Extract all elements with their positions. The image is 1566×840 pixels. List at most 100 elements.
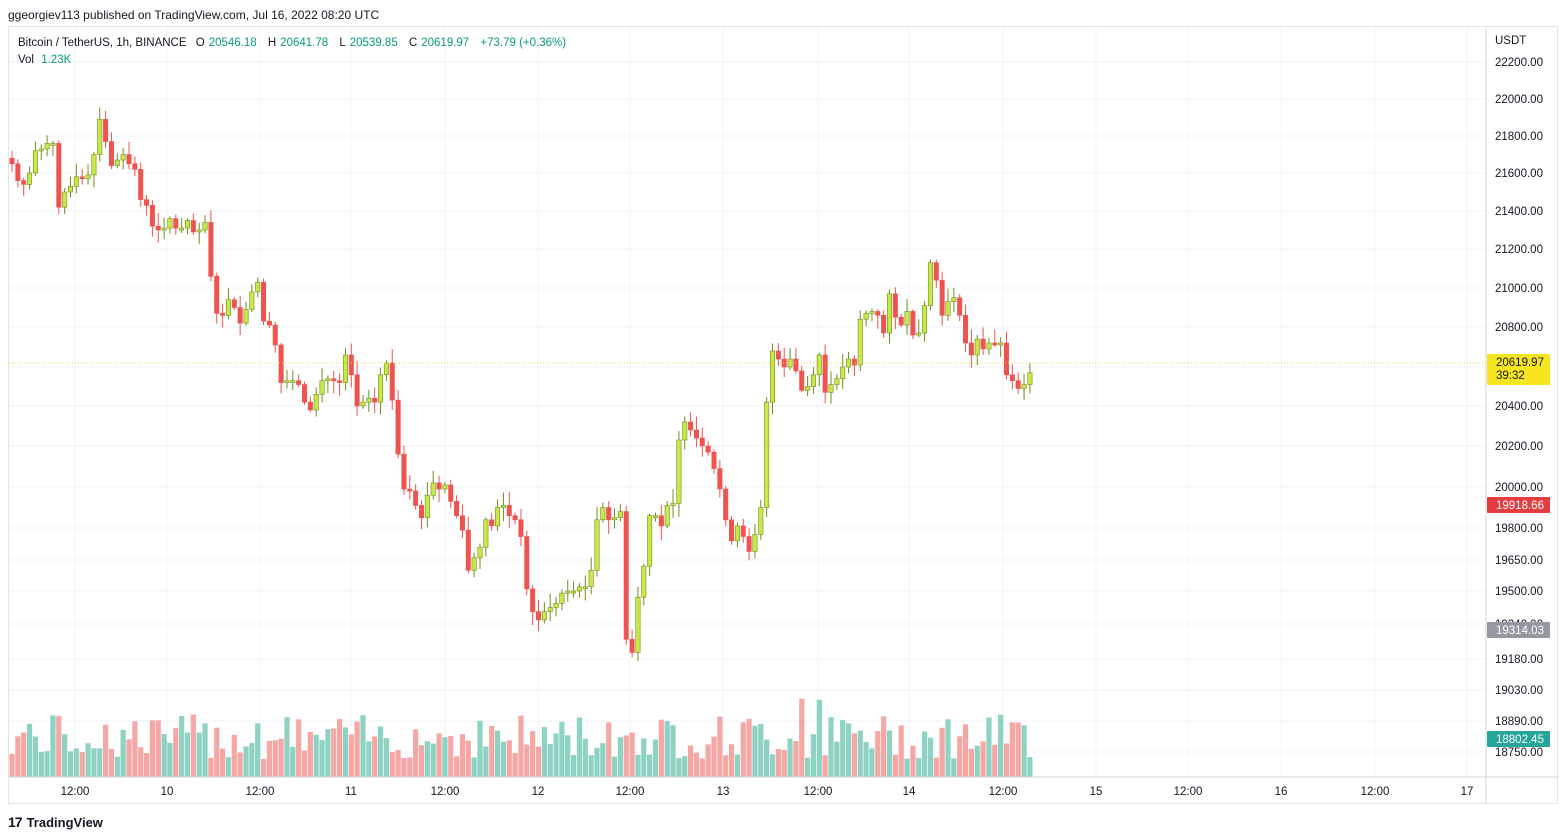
- volume-bar: [962, 724, 969, 777]
- candle-body: [530, 588, 536, 612]
- volume-bar: [758, 723, 764, 777]
- candle-body: [769, 350, 775, 403]
- candle-body: [442, 484, 448, 490]
- tradingview-logo-icon: 17: [8, 814, 23, 830]
- volume-bar: [301, 750, 308, 777]
- volume-bar: [611, 756, 618, 777]
- volume-bar: [933, 757, 939, 777]
- volume-bar: [418, 745, 425, 777]
- volume-bar: [190, 714, 196, 777]
- candle-body: [635, 596, 641, 653]
- candle-body: [331, 378, 337, 382]
- volume-bar: [945, 719, 951, 777]
- volume-bar: [360, 715, 366, 777]
- candle-body: [974, 338, 980, 356]
- volume-bar: [676, 758, 682, 777]
- candle-body: [664, 505, 670, 527]
- x-tick-label: 12:00: [246, 786, 275, 798]
- y-tick-label: 18890.00: [1495, 716, 1543, 728]
- volume-bar: [711, 736, 717, 777]
- volume-value-tag: [1487, 731, 1550, 747]
- candle-body: [307, 401, 313, 411]
- volume-bar: [354, 721, 360, 777]
- volume-bar: [652, 739, 659, 777]
- volume-bar: [787, 738, 793, 777]
- volume-bar: [980, 741, 986, 777]
- volume-bar: [173, 728, 179, 777]
- candle-body: [641, 565, 647, 598]
- volume-bar: [179, 715, 185, 777]
- candle-body: [717, 468, 723, 490]
- candle-body: [576, 586, 582, 592]
- volume-bar: [114, 756, 120, 777]
- volume-bar: [986, 717, 992, 777]
- candle-body: [512, 515, 518, 521]
- volume-bar: [530, 731, 536, 777]
- candle-body: [448, 484, 454, 502]
- candle-body: [541, 611, 547, 621]
- candle-body: [173, 218, 179, 229]
- volume-bar: [840, 719, 846, 777]
- candle-body: [296, 380, 302, 385]
- candle-body: [114, 159, 120, 166]
- volume-bar: [448, 736, 454, 777]
- candle-body: [588, 570, 594, 588]
- candle-body: [758, 507, 764, 535]
- volume-bar: [892, 754, 898, 777]
- candle-body: [793, 358, 799, 372]
- volume-bar: [600, 743, 606, 777]
- volume-bar: [992, 744, 998, 777]
- volume-value: 1.23K: [41, 54, 72, 66]
- red-price-tag-text: 19918.66: [1496, 500, 1544, 512]
- volume-bar: [927, 737, 934, 777]
- volume-bar: [635, 754, 641, 777]
- candles: [9, 107, 1033, 661]
- volume-bar: [500, 741, 506, 777]
- y-tick-label: 22000.00: [1495, 94, 1543, 106]
- candle-body: [535, 611, 541, 621]
- candle-body: [471, 557, 477, 571]
- volume-bar: [705, 744, 711, 777]
- volume-bar: [875, 730, 881, 777]
- volume-bar: [407, 757, 413, 777]
- volume-bar: [553, 733, 559, 777]
- volume-bar: [869, 748, 875, 777]
- candle-body: [120, 154, 126, 161]
- volume-bar: [307, 731, 313, 777]
- candle-body: [910, 311, 916, 336]
- x-tick-label: 11: [345, 786, 357, 798]
- volume-bar: [132, 721, 138, 777]
- volume-bar: [372, 736, 378, 777]
- candle-body: [658, 515, 664, 527]
- candle-body: [565, 590, 571, 594]
- candle-body: [214, 275, 220, 314]
- candle-body: [73, 176, 79, 187]
- footer[interactable]: 17 TradingView: [8, 814, 103, 830]
- candle-body: [571, 590, 577, 594]
- volume-bar: [951, 758, 957, 777]
- volume-bar: [541, 727, 547, 777]
- candle-body: [360, 401, 366, 407]
- volume-bar: [1003, 743, 1010, 777]
- volume-bar: [424, 741, 430, 777]
- candle-body: [272, 324, 278, 346]
- volume-bar: [1021, 725, 1027, 777]
- volume-bar: [576, 717, 583, 777]
- volume-bar: [957, 736, 963, 777]
- candle-body: [582, 586, 588, 590]
- y-tick-label: 19500.00: [1495, 586, 1543, 598]
- volume-bar: [331, 728, 337, 777]
- volume-bar: [454, 756, 460, 777]
- candle-body: [992, 342, 998, 346]
- candle-body: [21, 180, 27, 185]
- volume-bar: [728, 744, 735, 777]
- last-price-tag: [1487, 354, 1550, 385]
- candle-body: [553, 603, 559, 608]
- volume-bar: [571, 755, 577, 777]
- y-tick-label: 20000.00: [1495, 482, 1543, 494]
- candle-body: [834, 378, 840, 385]
- candle-body: [816, 354, 822, 376]
- volume-bar: [284, 717, 290, 777]
- candle-body: [957, 297, 963, 316]
